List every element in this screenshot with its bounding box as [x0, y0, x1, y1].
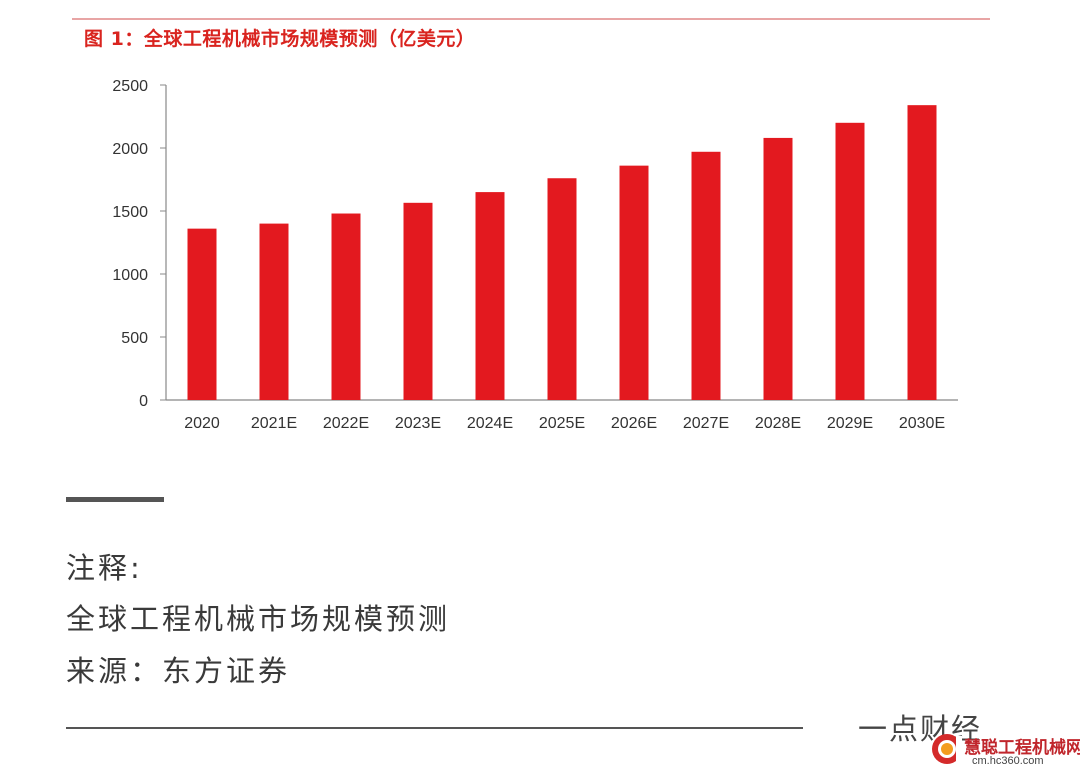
y-tick-label: 500	[121, 330, 148, 347]
x-tick-label: 2029E	[827, 415, 873, 432]
y-tick-label: 1000	[112, 267, 148, 284]
bar-2025E	[547, 178, 577, 400]
bar-2021E	[259, 223, 289, 400]
x-tick-label: 2024E	[467, 415, 513, 432]
bar-2029E	[835, 122, 865, 401]
y-tick-label: 0	[139, 393, 148, 410]
bar-2030E	[907, 105, 937, 400]
x-axis: 2020 2021E 2022E 2023E 2024E 2025E 2026E 2027E 2…	[166, 399, 958, 432]
bar-2028E	[763, 137, 793, 401]
bottom-rule	[66, 727, 803, 729]
y-axis: 0 500 1000 1500 2000 2500	[112, 78, 167, 410]
x-tick-label: 2028E	[755, 415, 801, 432]
note-text: 全球工程机械市场规模预测	[66, 602, 451, 636]
bar-2027E	[691, 151, 721, 400]
x-tick-label: 2022E	[323, 415, 369, 432]
bar-chart: 0 500 1000 1500 2000 2500 2020 2021E 2022E 2023E…	[112, 78, 958, 432]
section-divider	[66, 497, 164, 502]
x-tick-label: 2027E	[683, 415, 729, 432]
x-tick-label: 2030E	[899, 415, 945, 432]
note-source: 来源：东方证券	[66, 654, 291, 688]
x-tick-label: 2020	[184, 415, 220, 432]
bar-2026E	[619, 165, 649, 400]
watermark-name: 慧聪工程机械网	[964, 738, 1080, 758]
x-tick-label: 2023E	[395, 415, 441, 432]
x-tick-label: 2026E	[611, 415, 657, 432]
watermark-logo-icon	[932, 734, 962, 764]
y-tick-label: 2000	[112, 141, 148, 158]
bar-2020	[187, 228, 217, 400]
bars	[187, 105, 937, 401]
x-tick-label: 2021E	[251, 415, 297, 432]
chart-title: 图 1：全球工程机械市场规模预测（亿美元）	[84, 28, 476, 50]
y-tick-label: 1500	[112, 204, 148, 221]
note-label: 注释:	[66, 551, 143, 585]
bar-2022E	[331, 213, 361, 400]
bar-2023E	[403, 202, 433, 400]
y-tick-label: 2500	[112, 78, 148, 95]
title-top-rule	[72, 18, 990, 20]
bar-2024E	[475, 192, 505, 400]
watermark-url: cm.hc360.com	[972, 755, 1044, 767]
x-tick-label: 2025E	[539, 415, 585, 432]
